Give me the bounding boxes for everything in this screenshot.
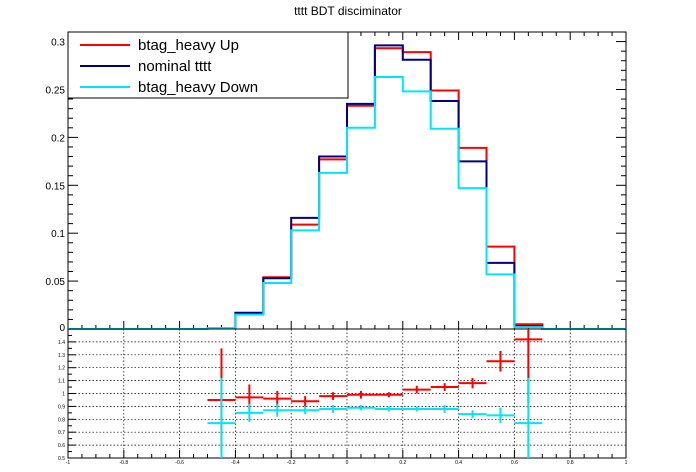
ratio-y-tick-label: 0.7 [58, 430, 65, 436]
y-tick-label: 0.1 [51, 229, 65, 240]
ratio-x-tick-label: 0.8 [567, 460, 574, 466]
ratio-point [402, 385, 431, 394]
ratio-x-tick-label: 0.4 [455, 460, 462, 466]
legend: btag_heavy Up nominal tttt btag_heavy Down [67, 31, 349, 99]
ratio-y-tick-label: 0.5 [58, 456, 65, 462]
ratio-point [319, 392, 347, 400]
ratio-x-tick-label: -1 [66, 460, 71, 466]
ratio-point [514, 378, 543, 458]
ratio-x-tick-label: 0.2 [399, 460, 406, 466]
ratio-point [486, 350, 515, 372]
legend-label: btag_heavy Down [138, 79, 258, 96]
ratio-point [486, 407, 515, 424]
ratio-x-tick-label: -0.6 [175, 460, 184, 466]
ratio-y-tick-label: 1.1 [58, 379, 65, 385]
y-zero-label: 0 [59, 323, 65, 334]
y-tick-label: 0.2 [51, 133, 65, 144]
ratio-point [291, 396, 320, 407]
ratio-y-tick-label: 1.3 [58, 353, 65, 359]
legend-label: nominal tttt [138, 58, 212, 75]
ratio-point [458, 410, 487, 419]
y-tick-label: 0.3 [51, 38, 65, 49]
ratio-y-tick-label: 1.2 [58, 366, 65, 372]
ratio-x-tick-label: 0 [346, 460, 349, 466]
ratio-x-tick-label: 0.6 [511, 460, 518, 466]
ratio-x-tick-label: -0.2 [287, 460, 296, 466]
ratio-point [347, 405, 375, 411]
ratio-point [319, 405, 347, 413]
ratio-point [458, 378, 487, 389]
ratio-plot: 0.5 0.6 0.7 0.8 0.9 1 1.1 1.2 1.3 1.4 -1 -0.8 -0.6 -0… [58, 328, 628, 466]
ratio-point [402, 406, 431, 412]
chart-title: tttt BDT disciminator [294, 4, 402, 18]
ratio-y-tick-label: 0.6 [58, 443, 65, 449]
ratio-y-tick-label: 0.9 [58, 404, 65, 410]
ratio-point [263, 403, 292, 417]
ratio-y-tick-label: 1.4 [58, 340, 65, 346]
ratio-y-tick-label: 1 [62, 392, 65, 398]
ratio-x-tick-label: -0.8 [119, 460, 128, 466]
legend-label: btag_heavy Up [138, 37, 239, 54]
y-tick-label: 0.05 [46, 277, 66, 288]
y-tick-label: 0.15 [46, 181, 66, 192]
ratio-point [291, 406, 320, 415]
ratio-point [207, 378, 236, 458]
ratio-x-tick-label: -0.4 [231, 460, 240, 466]
ratio-point [430, 383, 459, 391]
ratio-point [235, 403, 264, 422]
ratio-point [374, 392, 403, 398]
ratio-point [430, 405, 459, 413]
ratio-x-tick-label: 1 [625, 460, 628, 466]
ratio-point [347, 390, 375, 399]
ratio-y-tick-label: 0.8 [58, 417, 65, 423]
y-tick-label: 0.25 [46, 85, 66, 96]
ratio-point [374, 406, 403, 412]
